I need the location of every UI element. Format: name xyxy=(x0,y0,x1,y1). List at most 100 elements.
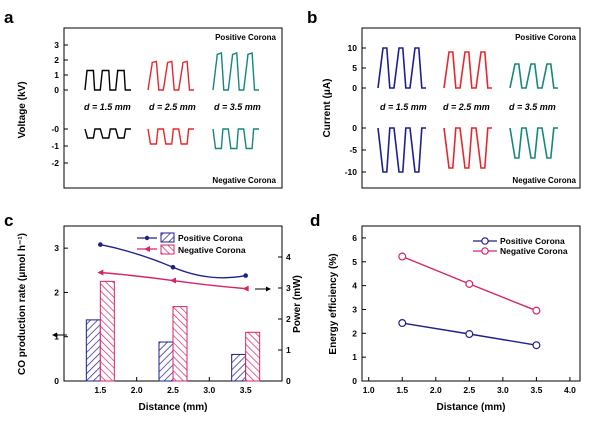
panel-b-waveforms xyxy=(377,47,558,173)
panel-b-positive-label: Positive Corona xyxy=(515,33,576,42)
panel-d-point-positive xyxy=(532,341,541,350)
panel-c-xtick-label: 2.5 xyxy=(167,385,179,395)
panel-d-xtick-label: 1.5 xyxy=(396,385,408,395)
panel-b-negative-trace-1-5mm xyxy=(377,127,426,173)
panel-c-ytick-right-label: 0 xyxy=(286,376,291,386)
panel-c-xtick-label: 1.5 xyxy=(94,385,106,395)
panel-d-xtick-label: 2.0 xyxy=(430,385,442,395)
panel-a-d-label-3: d = 3.5 mm xyxy=(214,102,261,112)
panel-b-negative-label: Negative Corona xyxy=(512,176,576,185)
panel-d-xtick-label: 4.0 xyxy=(564,385,576,395)
panel-c-bar-positive xyxy=(158,341,174,382)
panel-a-ytick-label: -1 xyxy=(51,141,59,151)
panel-a-positive-label: Positive Corona xyxy=(215,33,276,42)
panel-b-negative-trace-2-5mm xyxy=(443,127,492,169)
panel-d-xtick-label: 2.5 xyxy=(463,385,475,395)
panel-a-yticks: 3 2 1 0 -0 -1 -2 xyxy=(51,40,68,168)
panel-c-ytick-left-label: 0 xyxy=(54,376,59,386)
panel-b: b 10 5 0 0 -5 -10 Current (μA) Positive Coron… xyxy=(307,8,581,189)
panel-a-negative-trace-3-5mm xyxy=(212,128,259,150)
panel-a-positive-trace-1-5mm xyxy=(84,69,131,91)
legend-d-neg-marker xyxy=(481,247,489,255)
legend-d-neg-label: Negative Corona xyxy=(500,246,568,256)
panel-d-xtick-label: 1.0 xyxy=(363,385,375,395)
panel-b-d-label-2: d = 2.5 mm xyxy=(443,102,490,112)
legend-c-pos-dot xyxy=(144,235,150,241)
panel-d-ylabel: Energy efficiency (%) xyxy=(328,253,339,354)
panel-c-ylabel-left: CO production rate (μmol h⁻¹) xyxy=(17,233,28,375)
panel-c-ytick-right-label: 3 xyxy=(286,283,291,293)
panel-d-point-negative xyxy=(532,306,541,315)
panel-b-positive-trace-1-5mm xyxy=(377,47,426,89)
panel-b-yticks: 10 5 0 0 -5 -10 xyxy=(345,43,366,177)
panel-b-d-label-1: d = 1.5 mm xyxy=(380,102,427,112)
panel-a-ytick-label: -0 xyxy=(51,124,59,134)
panel-c-bar-negative xyxy=(99,280,115,382)
panel-c-bar-positive xyxy=(231,353,247,382)
panel-d: d 1.0 1.5 2.0 2.5 3.0 3.5 4.0 0 1 2 3 4 5 6 Distance … xyxy=(310,211,581,413)
panel-a-negative-trace-2-5mm xyxy=(147,128,194,145)
panel-c-point-negative xyxy=(97,269,104,276)
legend-d-pos-marker xyxy=(481,237,489,245)
panel-d-ytick-label: 3 xyxy=(352,304,357,314)
panel-d-xtick-label: 3.0 xyxy=(497,385,509,395)
panel-d-lines xyxy=(398,252,541,350)
panel-d-ytick-label: 1 xyxy=(352,352,357,362)
panel-c-bar-negative xyxy=(245,331,261,382)
panel-c-letter: c xyxy=(4,211,13,230)
panel-d-ytick-label: 2 xyxy=(352,328,357,338)
panel-d-ticks: 1.0 1.5 2.0 2.5 3.0 3.5 4.0 0 1 2 3 4 5 6 xyxy=(352,233,576,395)
panel-d-xtick-label: 3.5 xyxy=(530,385,542,395)
panel-a-ytick-label: 1 xyxy=(54,70,59,80)
legend-d-pos-label: Positive Corona xyxy=(500,236,565,246)
legend-c-pos-label: Positive Corona xyxy=(178,233,243,243)
panel-a-d-label-1: d = 1.5 mm xyxy=(84,102,131,112)
panel-c-point-positive xyxy=(170,264,176,270)
panel-c-point-negative xyxy=(242,285,249,292)
panel-d-xlabel: Distance (mm) xyxy=(437,402,506,413)
panel-c-bar-positive xyxy=(85,319,101,382)
panel-c-ytick-left-label: 3 xyxy=(54,243,59,253)
panel-a-frame xyxy=(63,27,283,189)
panel-c-right-arrow xyxy=(255,286,271,292)
panel-d-ytick-label: 5 xyxy=(352,257,357,267)
panel-d-point-negative xyxy=(398,252,407,261)
panel-c-ytick-left-label: 2 xyxy=(54,287,59,297)
panel-c-ytick-right-label: 2 xyxy=(286,314,291,324)
legend-c-pos-swatch xyxy=(160,232,175,243)
panel-a-positive-trace-3-5mm xyxy=(212,52,259,91)
panel-d-point-negative xyxy=(465,279,474,288)
legend-c-neg-marker xyxy=(144,246,150,252)
panel-c-legend: Positive Corona Negative Corona xyxy=(137,232,246,255)
panel-d-ytick-label: 4 xyxy=(352,281,357,291)
panel-d-point-positive xyxy=(398,319,407,328)
panel-c-lines xyxy=(97,242,249,292)
panel-a-ytick-label: 3 xyxy=(54,40,59,50)
panel-d-ytick-label: 6 xyxy=(352,233,357,243)
panel-a-ytick-label: 0 xyxy=(54,85,59,95)
panel-c-xtick-label: 2.0 xyxy=(131,385,143,395)
panel-a-ylabel: Voltage (kV) xyxy=(17,81,28,138)
panel-b-positive-trace-3-5mm xyxy=(509,63,558,89)
panel-b-frame xyxy=(361,27,581,189)
panel-b-positive-trace-2-5mm xyxy=(443,51,492,89)
panel-c-point-positive xyxy=(243,273,248,278)
panel-a-negative-trace-1-5mm xyxy=(84,128,131,139)
panel-a: a 3 2 1 0 -0 -1 -2 Voltage (kV) Positive Coron… xyxy=(4,8,283,189)
panel-b-ytick-label: -10 xyxy=(345,167,358,177)
panel-b-ylabel: Current (μA) xyxy=(322,79,333,138)
panel-b-ytick-label: 10 xyxy=(348,43,358,53)
panel-b-ytick-label: 0 xyxy=(352,83,357,93)
panel-d-ytick-label: 0 xyxy=(352,376,357,386)
panel-c-xtick-label: 3.0 xyxy=(203,385,215,395)
panel-c: c 1.52.02.53.03.5012301234 Distance (mm)… xyxy=(4,211,303,413)
panel-c-ytick-right-label: 1 xyxy=(286,345,291,355)
panel-c-point-negative xyxy=(170,277,176,284)
panel-a-letter: a xyxy=(4,8,14,27)
panel-b-d-label-3: d = 3.5 mm xyxy=(509,102,556,112)
panel-c-point-positive xyxy=(98,242,103,247)
panel-c-ylabel-right: Power (mW) xyxy=(292,275,303,333)
panel-b-ytick-label: 0 xyxy=(352,123,357,133)
panel-c-bar-negative xyxy=(172,306,188,382)
